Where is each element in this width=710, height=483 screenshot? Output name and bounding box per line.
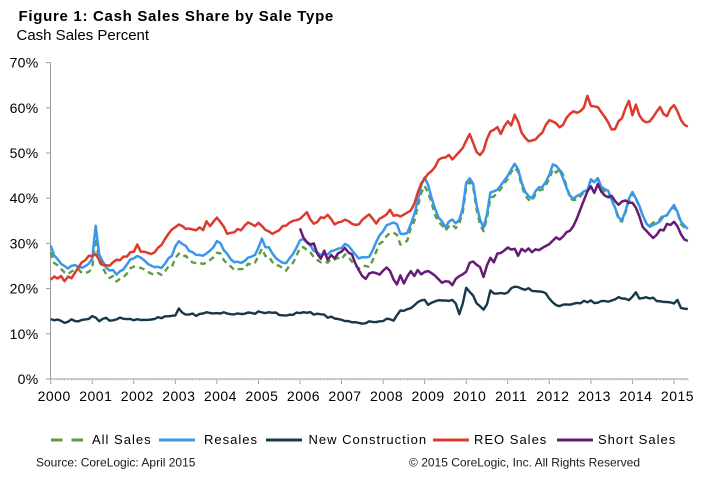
svg-text:2008: 2008 bbox=[370, 388, 403, 404]
svg-text:0%: 0% bbox=[18, 371, 39, 387]
svg-text:All Sales: All Sales bbox=[92, 432, 152, 447]
svg-text:2004: 2004 bbox=[204, 388, 237, 404]
svg-text:2009: 2009 bbox=[412, 388, 445, 404]
svg-text:Cash Sales Percent: Cash Sales Percent bbox=[17, 27, 150, 44]
svg-text:Short Sales: Short Sales bbox=[598, 432, 676, 447]
svg-text:2005: 2005 bbox=[245, 388, 278, 404]
svg-text:2010: 2010 bbox=[453, 388, 486, 404]
svg-text:2006: 2006 bbox=[287, 388, 320, 404]
svg-text:2003: 2003 bbox=[162, 388, 195, 404]
svg-text:2002: 2002 bbox=[121, 388, 154, 404]
svg-text:2011: 2011 bbox=[495, 388, 527, 404]
svg-text:New Construction: New Construction bbox=[309, 432, 428, 447]
svg-text:2015: 2015 bbox=[661, 388, 694, 404]
svg-text:Source: CoreLogic: April 2015: Source: CoreLogic: April 2015 bbox=[36, 456, 196, 470]
svg-text:© 2015 CoreLogic, Inc. All Rig: © 2015 CoreLogic, Inc. All Rights Reserv… bbox=[409, 456, 640, 470]
svg-text:10%: 10% bbox=[10, 326, 39, 342]
svg-text:2013: 2013 bbox=[578, 388, 611, 404]
svg-text:2014: 2014 bbox=[619, 388, 652, 404]
svg-text:2000: 2000 bbox=[38, 388, 71, 404]
svg-text:30%: 30% bbox=[10, 235, 39, 251]
svg-text:40%: 40% bbox=[10, 190, 39, 206]
svg-text:REO Sales: REO Sales bbox=[474, 432, 547, 447]
svg-text:70%: 70% bbox=[10, 55, 39, 71]
svg-text:2007: 2007 bbox=[328, 388, 361, 404]
svg-text:2012: 2012 bbox=[536, 388, 569, 404]
svg-text:20%: 20% bbox=[10, 281, 39, 297]
svg-text:60%: 60% bbox=[10, 100, 39, 116]
svg-text:Resales: Resales bbox=[204, 432, 258, 447]
svg-text:50%: 50% bbox=[10, 145, 39, 161]
svg-text:2001: 2001 bbox=[79, 388, 112, 404]
svg-text:Figure 1: Cash Sales Share by: Figure 1: Cash Sales Share by Sale Type bbox=[19, 8, 334, 25]
